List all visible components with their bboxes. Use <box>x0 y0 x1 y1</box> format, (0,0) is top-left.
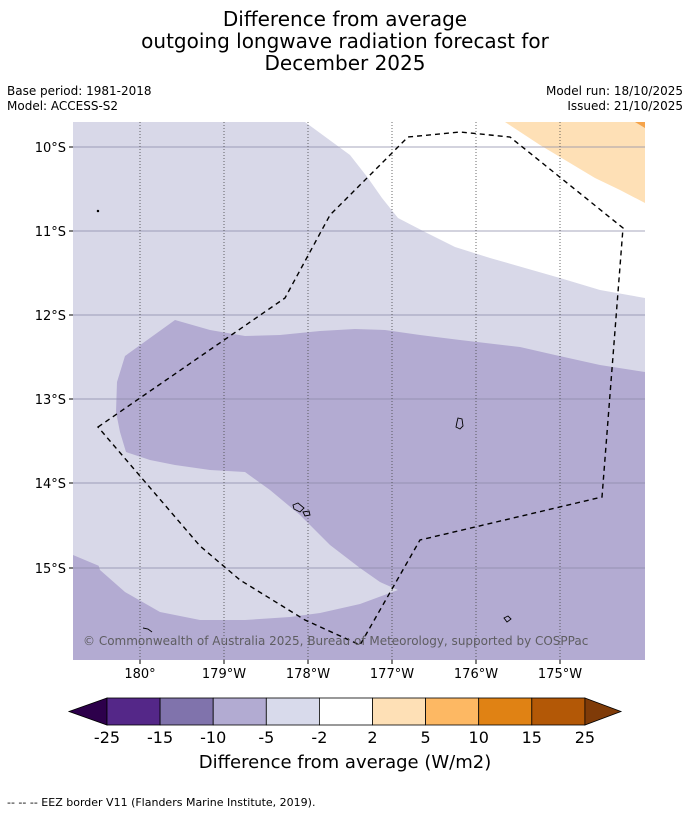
colorbar-swatch <box>425 697 480 726</box>
meta-right: Model run: 18/10/2025 Issued: 21/10/2025 <box>546 84 683 114</box>
base-period: Base period: 1981-2018 <box>7 84 152 98</box>
island-alofi <box>302 510 311 517</box>
lower-light-strip <box>73 466 372 618</box>
lon-label: 175°W <box>538 667 582 682</box>
colorbar-tick-label: 15 <box>522 728 542 747</box>
islands <box>96 209 512 633</box>
map: © Commonwealth of Australia 2025, Bureau… <box>35 122 645 682</box>
islet-nw <box>96 209 100 213</box>
orange-corner <box>635 122 645 128</box>
positive-anomaly-region <box>505 122 645 203</box>
lon-label: 177°W <box>370 667 414 682</box>
colorbar: -25 -15 -10 -5 -2 2 5 10 15 25 <box>67 697 623 747</box>
eez-legend-note: -- -- -- EEZ border V11 (Flanders Marine… <box>7 796 316 809</box>
island-sw <box>142 627 153 633</box>
colorbar-swatch <box>372 697 426 726</box>
colorbar-tick-label: 25 <box>575 728 595 747</box>
colorbar-tick-label: 5 <box>421 728 431 747</box>
gridlines <box>73 146 645 569</box>
lat-label: 12°S <box>35 309 66 324</box>
chart-title: Difference from average outgoing longwav… <box>0 8 690 74</box>
negative-anomaly-band <box>73 320 645 660</box>
title-line-3: December 2025 <box>264 51 426 75</box>
colorbar-tick-label: 2 <box>367 728 377 747</box>
lat-labels: 10°S 11°S 12°S 13°S 14°S 15°S <box>35 141 66 577</box>
colorbar-swatch <box>478 697 533 726</box>
eez-border <box>96 131 624 646</box>
colorbar-tick-label: -5 <box>258 728 274 747</box>
colorbar-extend-high <box>584 697 623 726</box>
island-futuna <box>292 502 305 513</box>
copyright-notice: © Commonwealth of Australia 2025, Bureau… <box>83 634 588 648</box>
colorbar-tick-label: -15 <box>147 728 173 747</box>
lat-label: 11°S <box>35 225 66 240</box>
lat-label: 13°S <box>35 393 66 408</box>
colorbar-swatch <box>212 697 267 726</box>
colorbar-swatch <box>531 697 586 726</box>
lon-label: 178°W <box>286 667 330 682</box>
meta-left: Base period: 1981-2018 Model: ACCESS-S2 <box>7 84 152 114</box>
lon-label: 176°W <box>454 667 498 682</box>
colorbar-tick-label: -2 <box>311 728 327 747</box>
colorbar-swatch <box>159 697 214 726</box>
lon-labels: 180° 179°W 178°W 177°W 176°W 175°W <box>124 667 582 682</box>
island-wallis <box>455 417 464 430</box>
lat-label: 10°S <box>35 141 66 156</box>
colorbar-label: Difference from average (W/m2) <box>198 752 492 773</box>
issued-date: Issued: 21/10/2025 <box>567 99 683 113</box>
title-line-1: Difference from average <box>222 7 468 31</box>
island-south <box>503 615 512 623</box>
lat-label: 15°S <box>35 562 66 577</box>
colorbar-extend-low <box>67 697 108 726</box>
colorbar-tick-label: 10 <box>469 728 489 747</box>
lon-label: 179°W <box>202 667 246 682</box>
colorbar-swatch <box>318 697 373 726</box>
colorbar-tick-label: -25 <box>94 728 120 747</box>
lat-label: 14°S <box>35 477 66 492</box>
axis-ticks <box>69 146 561 664</box>
colorbar-swatch <box>265 697 320 726</box>
model-run: Model run: 18/10/2025 <box>545 84 683 98</box>
title-line-2: outgoing longwave radiation forecast for <box>141 29 549 53</box>
model-name: Model: ACCESS-S2 <box>7 99 119 113</box>
lon-label: 180° <box>124 667 155 682</box>
colorbar-swatch <box>106 697 161 726</box>
colorbar-tick-label: -10 <box>200 728 226 747</box>
